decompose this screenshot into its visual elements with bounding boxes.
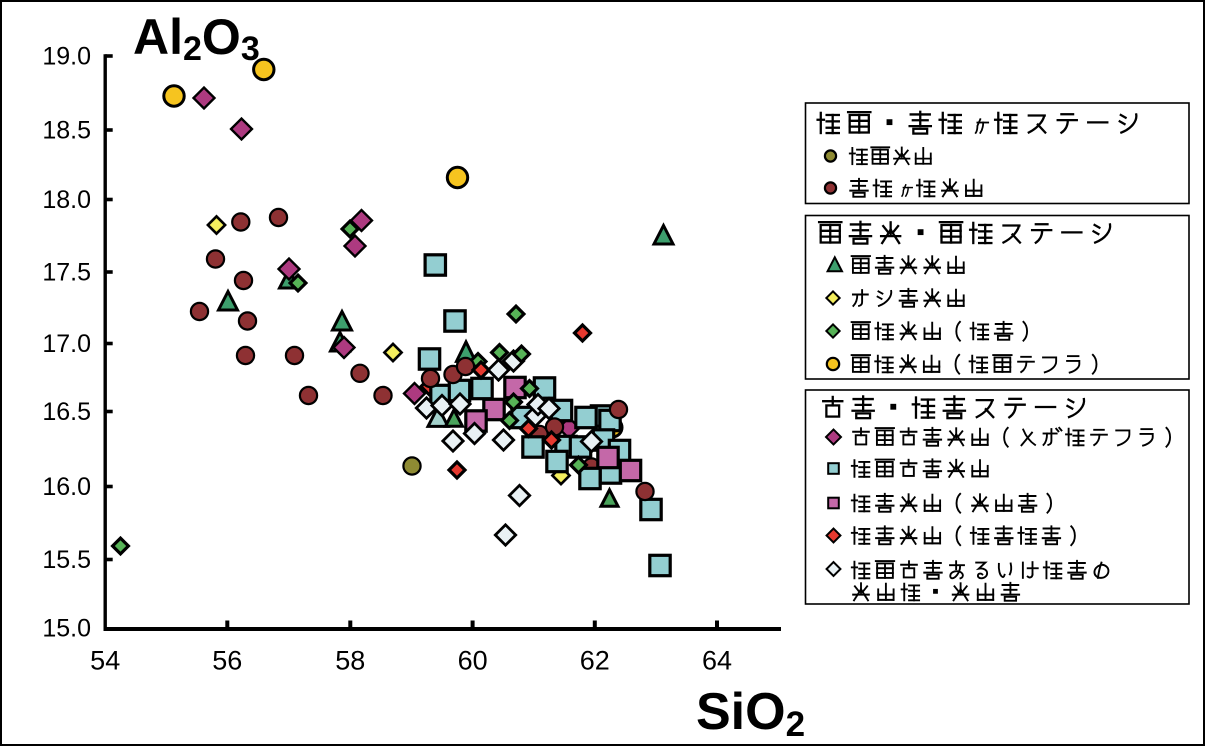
svg-text:17.0: 17.0 <box>42 330 91 358</box>
svg-text:58: 58 <box>335 646 365 676</box>
svg-text:54: 54 <box>90 646 120 676</box>
svg-text:18.0: 18.0 <box>42 186 91 214</box>
svg-text:64: 64 <box>702 646 732 676</box>
svg-text:60: 60 <box>458 646 488 676</box>
svg-text:62: 62 <box>580 646 610 676</box>
svg-text:15.0: 15.0 <box>42 615 91 643</box>
svg-text:16.5: 16.5 <box>42 398 91 426</box>
svg-text:56: 56 <box>212 646 242 676</box>
svg-text:17.5: 17.5 <box>42 259 91 287</box>
svg-text:18.5: 18.5 <box>42 117 91 145</box>
svg-text:19.0: 19.0 <box>42 43 91 71</box>
svg-text:15.5: 15.5 <box>42 546 91 574</box>
svg-text:16.0: 16.0 <box>42 473 91 501</box>
